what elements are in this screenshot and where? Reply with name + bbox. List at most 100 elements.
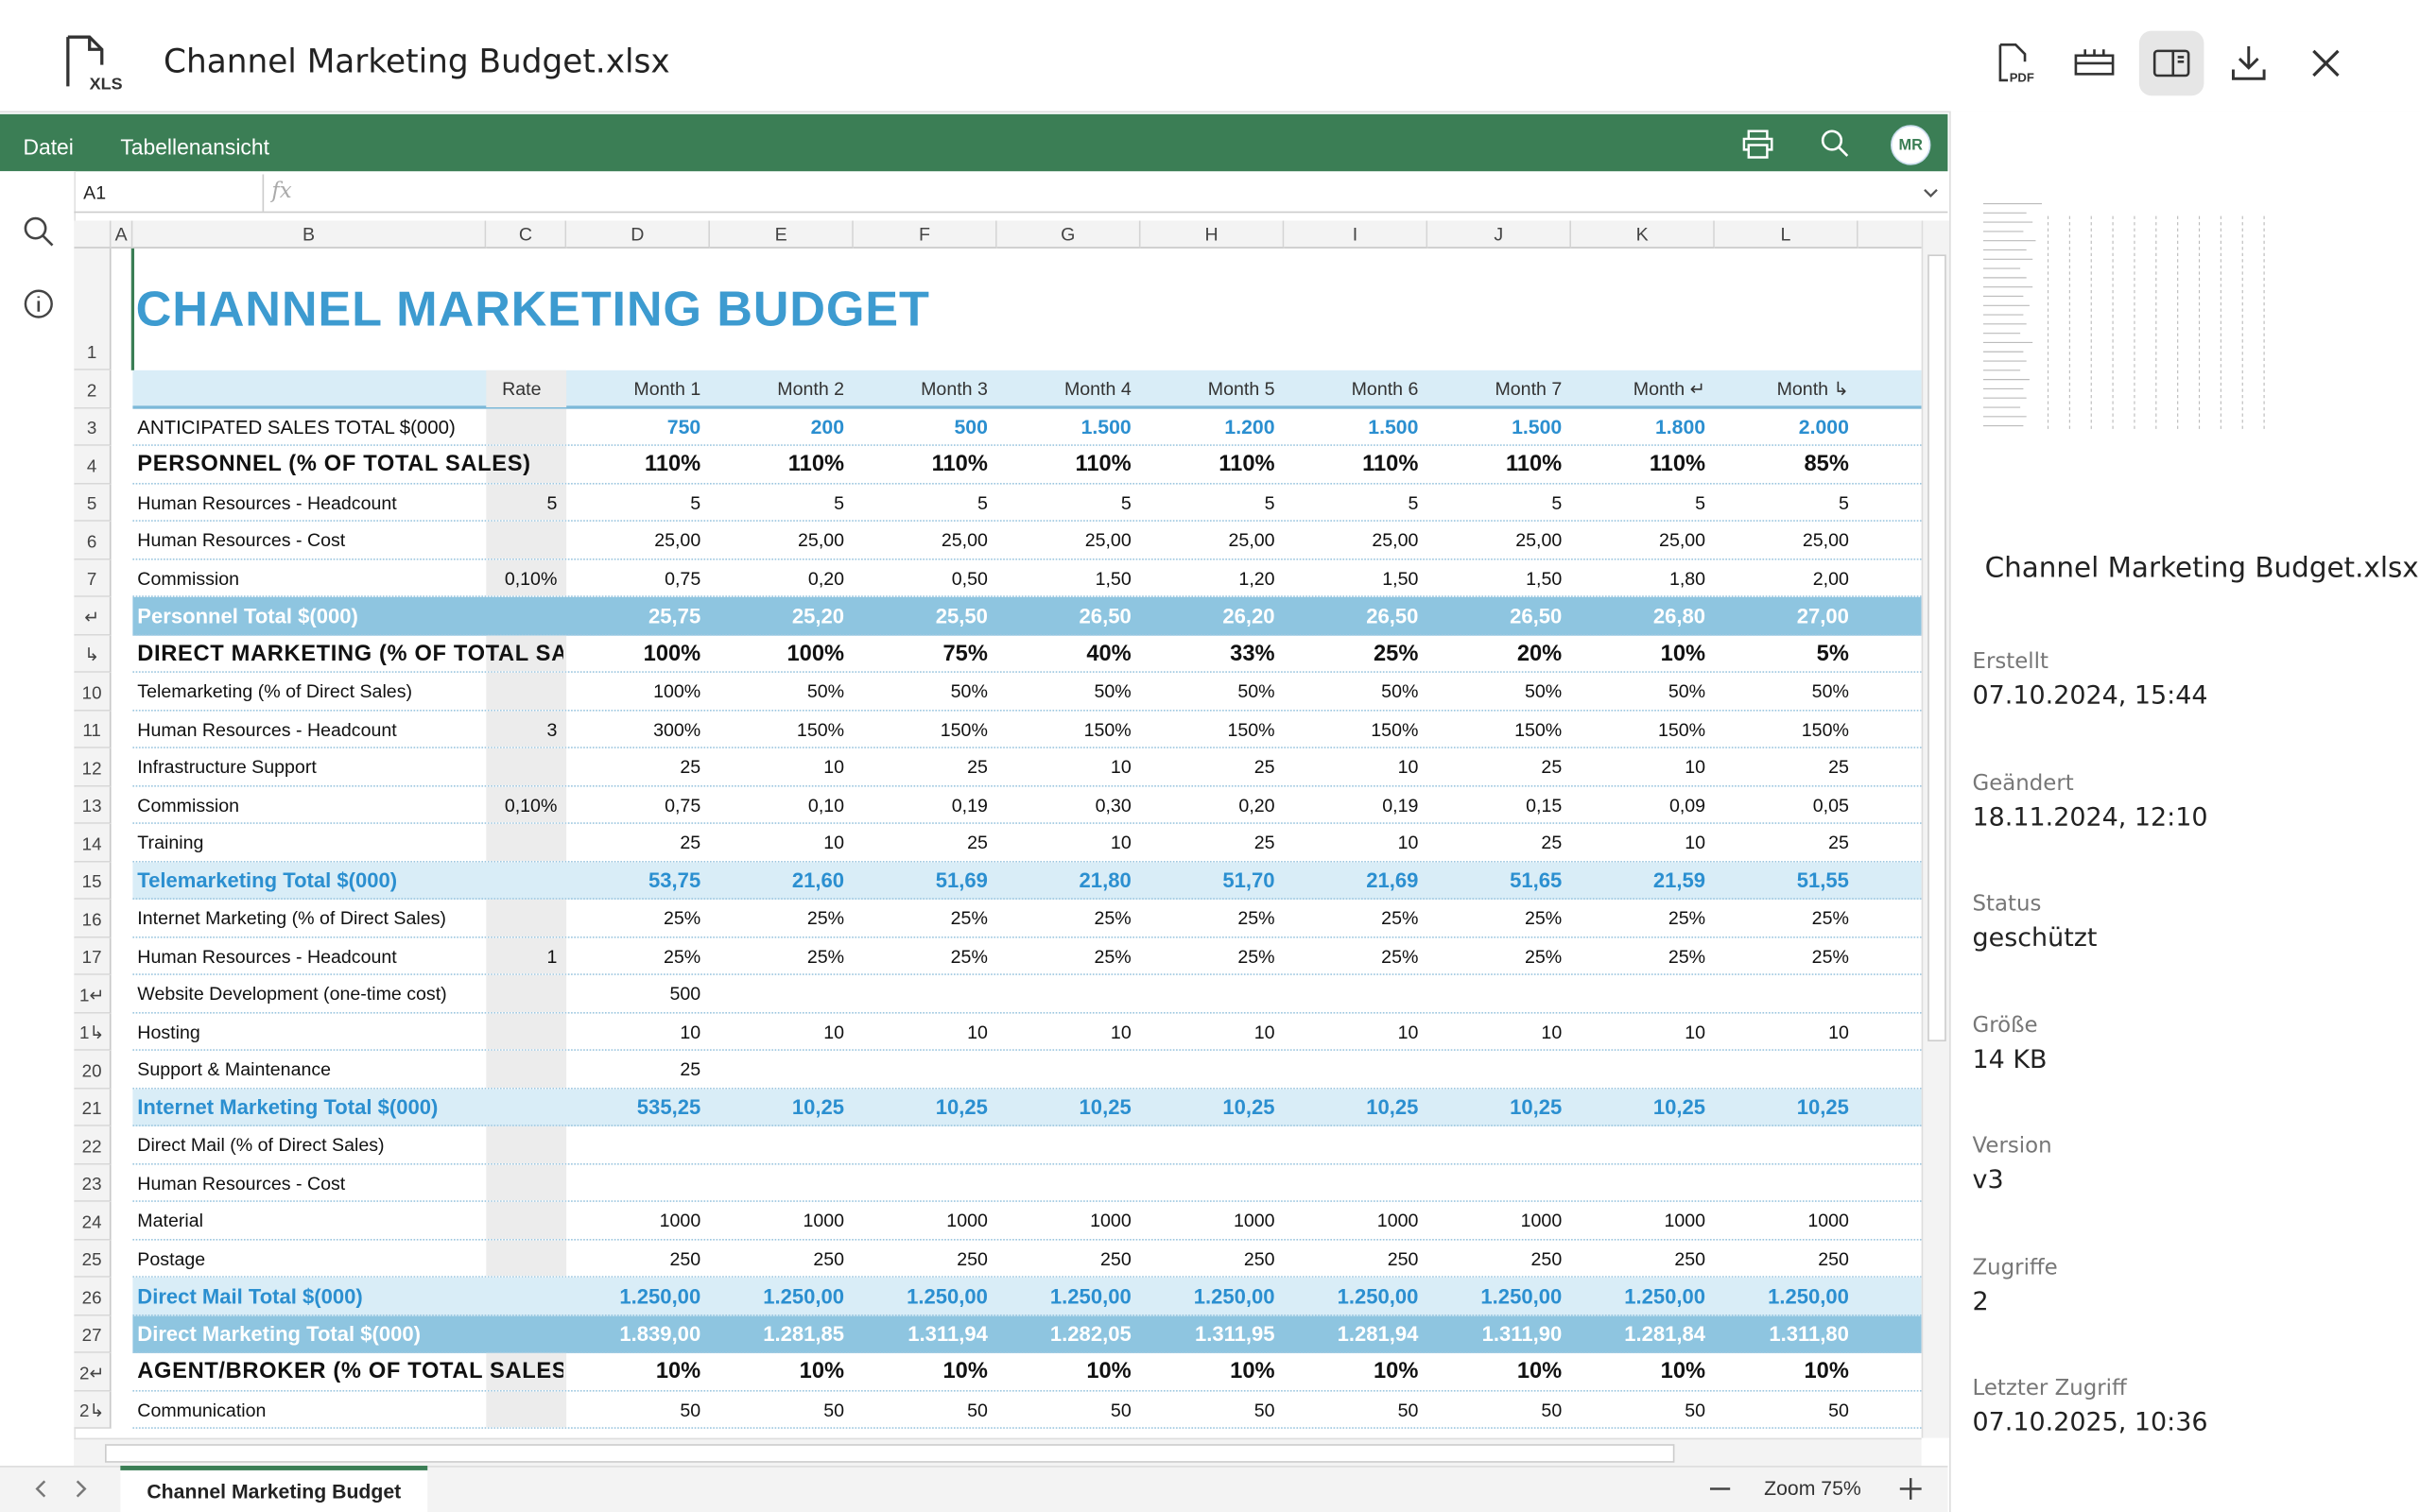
close-button[interactable] <box>2293 31 2359 96</box>
value-cell: 40% <box>1086 641 1132 666</box>
value-cell: 500 <box>954 415 988 439</box>
value-cell: 25 <box>1828 832 1849 854</box>
value-cell: 10 <box>1685 756 1706 779</box>
value-cell: 21,59 <box>1652 868 1706 893</box>
value-cell: 50 <box>823 1399 845 1421</box>
view-button[interactable] <box>2062 31 2127 96</box>
value-cell: 10,25 <box>791 1095 845 1120</box>
rate-column-bg <box>486 1201 567 1239</box>
row <box>132 1240 1922 1278</box>
value-cell: 150% <box>796 718 845 741</box>
value-cell: 25% <box>1668 907 1706 930</box>
value-cell: 25,00 <box>1228 529 1275 552</box>
zoom-in[interactable] <box>1895 1473 1927 1504</box>
column-header-partial <box>1858 220 1922 249</box>
row <box>132 673 1922 711</box>
left-toolbar <box>0 171 76 1468</box>
value-cell: 0,10 <box>807 794 845 816</box>
row-label: Human Resources - Headcount <box>137 491 397 514</box>
row-label: Internet Marketing Total $(000) <box>137 1095 439 1120</box>
value-cell: 21,80 <box>1079 868 1132 893</box>
value-cell: 25 <box>1253 832 1275 854</box>
value-cell: 25 <box>1541 756 1563 779</box>
value-cell: 150% <box>1657 718 1706 741</box>
value-cell: 5 <box>690 491 701 514</box>
value-cell: 0,09 <box>1668 794 1706 816</box>
value-cell: 1.250,00 <box>1480 1284 1563 1309</box>
scroll-thumb[interactable] <box>105 1444 1675 1463</box>
value-cell: Month ↵ <box>1633 378 1706 401</box>
sidebar-button[interactable] <box>2138 30 2204 96</box>
value-cell: 25,00 <box>1515 529 1563 552</box>
value-cell: 10% <box>942 1359 988 1384</box>
row <box>132 484 1922 522</box>
row-label: Direct Mail Total $(000) <box>137 1284 363 1309</box>
value-cell: 1.311,94 <box>908 1322 988 1347</box>
row <box>132 522 1922 559</box>
value-cell: 1.250,00 <box>1193 1284 1275 1309</box>
value-cell: 1.250,00 <box>763 1284 845 1309</box>
value-cell: 50% <box>1094 680 1132 703</box>
menu-item[interactable]: Tabellenansicht <box>120 134 269 160</box>
rate-column-bg <box>486 407 567 445</box>
value-cell: 33% <box>1230 641 1275 666</box>
rate-column-bg <box>486 1050 567 1088</box>
value-cell: 250 <box>1243 1247 1275 1270</box>
print-icon[interactable] <box>1741 127 1775 161</box>
active-cell <box>130 248 135 370</box>
avatar[interactable]: MR <box>1890 125 1931 165</box>
value-cell: Month 1 <box>633 378 701 401</box>
pdf-button[interactable]: PDF <box>1983 31 2048 96</box>
value-cell: Month ↳ <box>1776 378 1849 401</box>
rate-column-bg <box>486 445 567 483</box>
value-cell: 10% <box>1660 641 1706 666</box>
sidebar-icon <box>2152 49 2190 77</box>
pdf-icon: PDF <box>1998 43 2034 85</box>
horizontal-scrollbar[interactable] <box>74 1437 1922 1467</box>
sheet-tab[interactable]: Channel Marketing Budget <box>120 1466 428 1512</box>
column-header: H <box>1140 220 1285 249</box>
zoom-level[interactable]: Zoom 75% <box>1764 1476 1861 1500</box>
value-cell: 250 <box>1818 1247 1849 1270</box>
rate-cell: 3 <box>546 718 558 741</box>
value-cell: 150% <box>1801 718 1849 741</box>
row-label: Communication <box>137 1399 267 1421</box>
value-cell: 25% <box>1811 907 1849 930</box>
row-header: 21 <box>74 1088 112 1126</box>
row-header: 7 <box>74 558 112 597</box>
value-cell: 25% <box>1381 945 1419 968</box>
search-icon[interactable] <box>1818 127 1852 161</box>
name-box[interactable]: A1 <box>74 174 265 212</box>
rate-column-bg <box>486 1163 567 1201</box>
row-header: 26 <box>74 1277 112 1315</box>
tab-nav[interactable] <box>25 1475 98 1503</box>
value-cell: 25 <box>967 756 988 779</box>
value-cell: 110% <box>1649 452 1706 477</box>
value-cell: 1000 <box>1233 1210 1275 1232</box>
row-header: 3 <box>74 407 112 446</box>
menu-item[interactable]: Datei <box>23 134 74 160</box>
value-cell: 50% <box>1668 680 1706 703</box>
value-cell: 535,25 <box>636 1095 701 1120</box>
rate-column-bg <box>486 785 567 823</box>
value-cell: 750 <box>666 415 701 439</box>
row-header: 25 <box>74 1239 112 1278</box>
value-cell: 10% <box>799 1359 845 1384</box>
search-tool[interactable] <box>20 213 57 249</box>
detail-label: Größe <box>1972 1012 2038 1038</box>
download-button[interactable] <box>2216 31 2281 96</box>
info-tool[interactable] <box>20 285 57 322</box>
formula-expand[interactable] <box>1920 182 1942 204</box>
column-header: L <box>1714 220 1858 249</box>
vertical-scrollbar[interactable] <box>1921 220 1950 1438</box>
formula-bar <box>74 174 1948 214</box>
scroll-thumb[interactable] <box>1927 254 1946 1042</box>
menu-bar <box>0 113 1948 172</box>
zoom-out[interactable] <box>1705 1475 1737 1503</box>
value-cell: 1.311,80 <box>1769 1322 1849 1347</box>
value-cell: 0,15 <box>1526 794 1563 816</box>
detail-value: 18.11.2024, 12:10 <box>1972 801 2208 832</box>
row <box>132 786 1922 824</box>
value-cell: 10 <box>1685 832 1706 854</box>
